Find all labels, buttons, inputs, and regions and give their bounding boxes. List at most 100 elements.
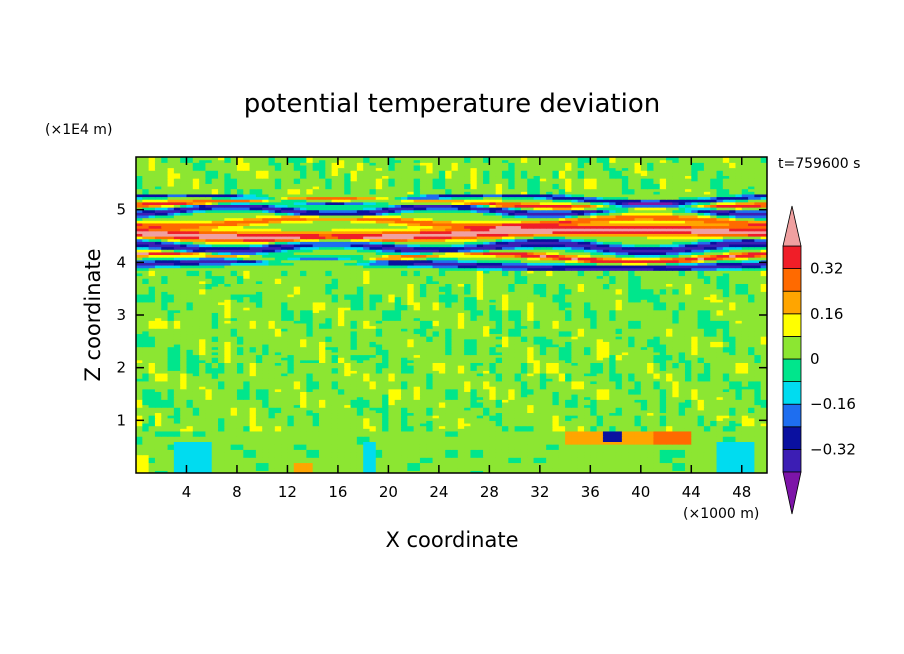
field-cell	[148, 409, 156, 414]
field-cell	[501, 417, 509, 421]
field-cell	[628, 378, 636, 382]
field-cell	[735, 444, 743, 448]
field-cell	[268, 404, 276, 408]
field-cell	[703, 412, 711, 416]
field-cell	[356, 391, 364, 395]
field-cell	[236, 441, 244, 445]
field-cell	[628, 391, 636, 395]
field-cell	[438, 441, 446, 445]
field-cell	[590, 372, 598, 377]
field-cell	[243, 457, 251, 461]
field-cell	[394, 367, 402, 371]
field-cell	[199, 465, 207, 469]
field-cell	[533, 446, 541, 450]
field-cell	[760, 462, 767, 466]
field-cell	[754, 457, 762, 461]
field-cell	[268, 362, 276, 366]
field-cell	[337, 454, 345, 458]
field-cell	[281, 444, 289, 448]
field-cell	[255, 388, 263, 392]
field-cell	[558, 433, 566, 437]
field-cell	[628, 425, 636, 429]
field-cell	[729, 386, 737, 390]
field-cell	[703, 359, 711, 363]
field-cell	[142, 375, 150, 379]
field-cell	[508, 446, 516, 450]
field-cell	[457, 425, 465, 429]
field-cell	[426, 454, 434, 458]
field-cell	[148, 351, 156, 356]
field-cell	[173, 457, 181, 461]
field-cell	[760, 438, 767, 442]
field-cell	[451, 454, 459, 458]
field-cell	[306, 451, 314, 456]
field-cell	[350, 362, 358, 366]
field-cell	[697, 454, 705, 458]
field-cell	[615, 396, 623, 400]
field-cell	[584, 467, 591, 471]
field-cell	[735, 470, 743, 473]
field-cell	[647, 451, 655, 456]
field-cell	[697, 451, 705, 456]
field-cell	[710, 409, 718, 414]
field-cell	[337, 394, 345, 398]
field-cell	[407, 409, 415, 414]
field-cell	[571, 407, 579, 411]
field-cell	[653, 383, 661, 387]
field-cell	[300, 422, 307, 427]
field-cell	[173, 415, 181, 419]
field-cell	[287, 436, 295, 440]
field-cell	[180, 362, 188, 366]
field-cell	[173, 459, 181, 464]
field-cell	[735, 359, 743, 363]
field-cell	[552, 378, 560, 382]
field-cell	[546, 401, 554, 406]
field-cell	[552, 383, 560, 387]
field-cell	[218, 433, 225, 437]
field-cell	[508, 394, 516, 398]
field-cell	[136, 465, 143, 469]
field-cell	[186, 430, 194, 435]
field-cell	[236, 404, 244, 408]
field-cell	[180, 438, 188, 442]
field-cell	[760, 422, 767, 427]
field-cell	[211, 425, 219, 429]
field-cell	[363, 451, 371, 456]
field-cell	[457, 391, 465, 395]
field-cell	[161, 354, 169, 358]
field-cell	[255, 446, 263, 450]
field-cell	[609, 449, 617, 453]
field-cell	[640, 365, 648, 369]
field-cell	[401, 378, 408, 382]
field-cell	[653, 428, 661, 432]
field-cell	[483, 433, 490, 437]
field-cell	[489, 362, 497, 366]
field-cell	[703, 357, 711, 361]
field-cell	[634, 401, 642, 406]
field-cell	[199, 462, 207, 466]
field-cell	[369, 378, 377, 382]
field-cell	[142, 365, 150, 369]
field-cell	[236, 430, 244, 435]
field-cell	[205, 375, 213, 379]
field-cell	[211, 388, 219, 392]
field-cell	[741, 436, 749, 440]
field-cell	[684, 412, 692, 416]
field-cell	[407, 391, 415, 395]
field-cell	[306, 417, 314, 421]
field-cell	[325, 378, 333, 382]
field-cell	[255, 417, 263, 421]
field-cell	[413, 359, 421, 363]
field-cell	[565, 399, 572, 403]
field-cell	[173, 394, 181, 398]
field-cell	[489, 394, 497, 398]
field-cell	[249, 444, 257, 448]
field-cell	[369, 436, 377, 440]
field-cell	[716, 386, 724, 390]
field-cell	[413, 436, 421, 440]
field-cell	[672, 457, 680, 461]
field-cell	[748, 459, 755, 464]
field-cell	[148, 425, 156, 429]
field-cell	[602, 386, 610, 390]
field-cell	[640, 465, 648, 469]
